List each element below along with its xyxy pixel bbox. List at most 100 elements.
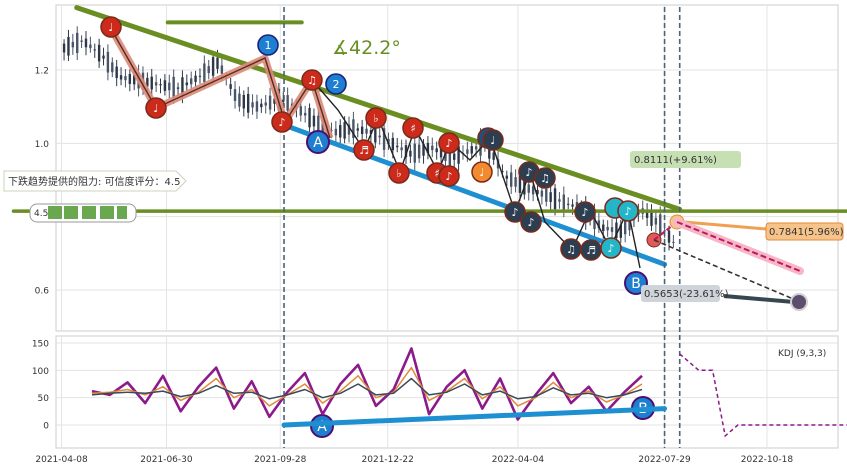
candle-body [606, 227, 608, 230]
candle-body [190, 78, 192, 84]
candle-body [567, 204, 569, 205]
indicator-ytick-label: 150 [32, 340, 49, 350]
note-marker-glyph: ♪ [607, 242, 614, 255]
candle-body [431, 146, 433, 150]
candle-body [400, 147, 402, 150]
candle-body [208, 66, 210, 73]
rating-star-icon [100, 206, 114, 219]
note-marker-glyph: ♪ [445, 137, 452, 150]
candle-body [506, 176, 508, 179]
candle-body [466, 149, 468, 153]
candle-body [247, 94, 249, 113]
candle-body [510, 172, 512, 186]
resistance-text: 下跌趋势提供的阻力: 可信度评分：4.5 [8, 175, 180, 188]
note-marker-glyph: ♪ [624, 205, 631, 218]
indicator-ytick-label: 50 [38, 394, 50, 404]
note-marker-glyph: ♯ [410, 122, 415, 135]
candle-body [111, 62, 113, 72]
candle-body [260, 104, 262, 107]
candle-body [300, 106, 302, 115]
candle-body [378, 136, 380, 138]
candle-body [269, 96, 271, 110]
rating-badge: 4.5 [30, 204, 136, 222]
candle-body [672, 242, 674, 243]
note-marker-glyph: ♭ [373, 112, 378, 125]
x-tick-label: 2022-07-29 [638, 455, 691, 465]
candle-body [571, 204, 573, 206]
candle-body [107, 52, 109, 73]
candle-body [155, 82, 157, 85]
candle-body [115, 67, 117, 78]
note-marker-glyph: ♪ [511, 206, 518, 219]
note-marker-glyph: ♪ [278, 116, 285, 129]
candle-body [492, 153, 494, 160]
note-marker-glyph: ♩ [479, 166, 484, 179]
candle-body [655, 218, 657, 225]
candle-body [89, 45, 91, 49]
candle-body [129, 74, 131, 84]
resistance-banner: 下跌趋势提供的阻力: 可信度评分：4.5 [4, 171, 186, 191]
candle-body [357, 128, 359, 130]
x-tick-label: 2021-09-28 [254, 455, 307, 465]
note-marker-glyph: ♪ [581, 206, 588, 219]
candle-body [164, 80, 166, 91]
candle-body [265, 102, 267, 105]
candle-body [414, 144, 416, 163]
pivot-label: A [313, 135, 323, 151]
price-ytick-label: 1.2 [35, 67, 49, 77]
candle-body [471, 146, 473, 153]
rating-star-icon [82, 206, 96, 219]
candle-body [67, 37, 69, 56]
note-marker-glyph: ♬ [359, 144, 369, 157]
candle-body [72, 42, 74, 47]
pivot-label: B [631, 276, 641, 292]
x-tick-label: 2022-04-04 [492, 455, 545, 465]
candle-body [475, 146, 477, 149]
candle-body [528, 184, 530, 192]
candle-body [98, 45, 100, 62]
rating-star-icon [117, 206, 127, 219]
candle-body [313, 116, 315, 127]
wave-number-label: 2 [333, 78, 340, 91]
wave-number-label: 1 [265, 39, 272, 52]
candle-body [453, 154, 455, 160]
candle-body [203, 63, 205, 82]
candle-body [659, 214, 661, 235]
label-mid-text: 0.7841(5.96%) [769, 227, 844, 238]
label-mid: 0.7841(5.96%) [766, 223, 844, 240]
x-tick-label: 2021-12-22 [362, 455, 414, 465]
candle-body [392, 138, 394, 150]
note-marker-glyph: ♫ [540, 172, 550, 185]
candle-body [234, 89, 236, 101]
candle-body [668, 230, 670, 242]
note-marker-glyph: ♩ [490, 134, 495, 147]
candle-body [339, 125, 341, 137]
rating-star-icon [64, 206, 78, 219]
candle-body [554, 188, 556, 209]
price-ytick-label: 0.6 [35, 287, 50, 297]
candle-body [221, 65, 223, 73]
label-up-text: 0.8111(+9.61%) [634, 155, 717, 166]
label-up: 0.8111(+9.61%) [630, 151, 741, 168]
angle-label: ∡42.2° [332, 37, 401, 59]
note-marker-glyph: ♩ [153, 102, 158, 115]
label-low: 0.5653(-23.61%) [641, 285, 729, 302]
x-tick-label: 2022-10-18 [741, 455, 794, 465]
candle-body [120, 75, 122, 79]
projection-down-marker [791, 294, 807, 310]
candle-body [514, 177, 516, 187]
candle-body [409, 151, 411, 157]
candle-body [94, 49, 96, 50]
candle-body [335, 129, 337, 136]
candle-body [229, 84, 231, 89]
note-marker-glyph: ♪ [445, 170, 452, 183]
candle-body [286, 95, 288, 111]
candle-body [251, 102, 253, 107]
candle-body [317, 116, 319, 131]
candle-body [63, 44, 65, 53]
candle-body [216, 58, 218, 69]
candle-body [541, 191, 543, 197]
